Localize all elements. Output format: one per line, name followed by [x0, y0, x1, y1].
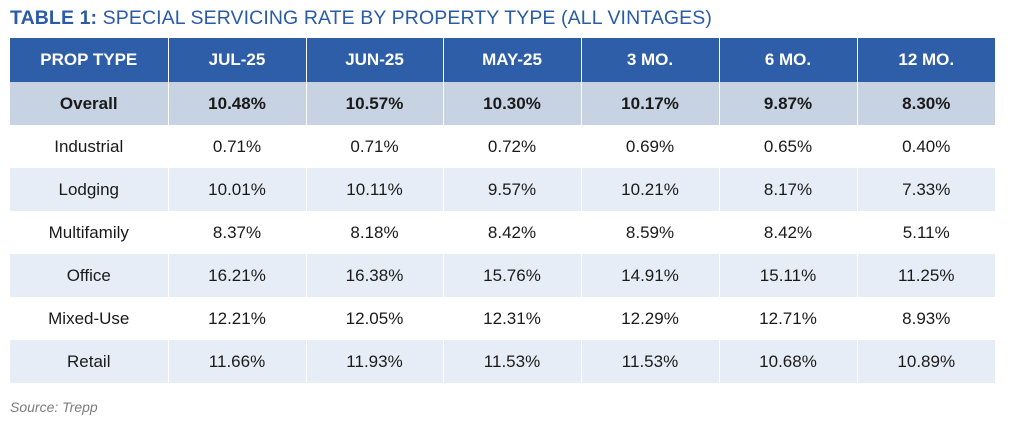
table-title: TABLE 1: SPECIAL SERVICING RATE BY PROPE… [10, 7, 712, 30]
table-cell: 5.11% [857, 211, 995, 254]
table-cell: 12.31% [443, 297, 582, 340]
header-row: PROP TYPE JUL-25 JUN-25 MAY-25 3 MO. 6 M… [10, 38, 995, 82]
table-cell: 12.05% [306, 297, 444, 340]
table-cell: 7.33% [857, 168, 995, 211]
table-cell: 0.69% [581, 125, 720, 168]
header-12-mo: 12 MO. [857, 38, 995, 82]
table-cell: 12.71% [719, 297, 858, 340]
table-row-office: Office 16.21% 16.38% 15.76% 14.91% 15.11… [10, 254, 995, 297]
table-cell: 0.40% [857, 125, 995, 168]
table-cell: 10.21% [581, 168, 720, 211]
table-cell: 15.76% [443, 254, 582, 297]
table-cell: 16.21% [168, 254, 307, 297]
header-6-mo: 6 MO. [719, 38, 858, 82]
table-cell: 8.18% [306, 211, 444, 254]
table-cell: 12.29% [581, 297, 720, 340]
table-cell: 0.72% [443, 125, 582, 168]
table-cell: 10.11% [306, 168, 444, 211]
table-cell: 11.25% [857, 254, 995, 297]
table-row-overall: Overall 10.48% 10.57% 10.30% 10.17% 9.87… [10, 82, 995, 125]
header-3-mo: 3 MO. [581, 38, 720, 82]
table-cell: 8.17% [719, 168, 858, 211]
table-cell: 8.42% [443, 211, 582, 254]
table-cell: 8.37% [168, 211, 307, 254]
table-row-retail: Retail 11.66% 11.93% 11.53% 11.53% 10.68… [10, 340, 995, 383]
source-note: Source: Trepp [10, 399, 98, 415]
row-label: Overall [10, 82, 169, 125]
table-cell: 12.21% [168, 297, 307, 340]
table-cell: 15.11% [719, 254, 858, 297]
header-may-25: MAY-25 [443, 38, 582, 82]
row-label: Multifamily [10, 211, 169, 254]
table-cell: 9.87% [719, 82, 858, 125]
table-cell: 14.91% [581, 254, 720, 297]
table-row-industrial: Industrial 0.71% 0.71% 0.72% 0.69% 0.65%… [10, 125, 995, 168]
table-row-lodging: Lodging 10.01% 10.11% 9.57% 10.21% 8.17%… [10, 168, 995, 211]
table-cell: 10.17% [581, 82, 720, 125]
row-label: Industrial [10, 125, 169, 168]
row-label: Office [10, 254, 169, 297]
table-cell: 8.59% [581, 211, 720, 254]
table-title-text: SPECIAL SERVICING RATE BY PROPERTY TYPE … [97, 7, 712, 29]
servicing-rate-table: PROP TYPE JUL-25 JUN-25 MAY-25 3 MO. 6 M… [10, 38, 995, 383]
table-cell: 10.30% [443, 82, 582, 125]
table-cell: 11.53% [443, 340, 582, 383]
table-cell: 0.71% [306, 125, 444, 168]
table-cell: 11.66% [168, 340, 307, 383]
table-cell: 0.71% [168, 125, 307, 168]
table-cell: 9.57% [443, 168, 582, 211]
header-jul-25: JUL-25 [168, 38, 307, 82]
row-label: Retail [10, 340, 169, 383]
table-row-mixed-use: Mixed-Use 12.21% 12.05% 12.31% 12.29% 12… [10, 297, 995, 340]
table-cell: 8.42% [719, 211, 858, 254]
header-jun-25: JUN-25 [306, 38, 444, 82]
table-cell: 16.38% [306, 254, 444, 297]
header-prop-type: PROP TYPE [10, 38, 169, 82]
table-cell: 10.68% [719, 340, 858, 383]
table-cell: 10.89% [857, 340, 995, 383]
table-cell: 8.93% [857, 297, 995, 340]
table-cell: 10.57% [306, 82, 444, 125]
table-cell: 11.53% [581, 340, 720, 383]
table-cell: 0.65% [719, 125, 858, 168]
table-cell: 11.93% [306, 340, 444, 383]
row-label: Mixed-Use [10, 297, 169, 340]
table-cell: 10.48% [168, 82, 307, 125]
table-cell: 10.01% [168, 168, 307, 211]
row-label: Lodging [10, 168, 169, 211]
table-row-multifamily: Multifamily 8.37% 8.18% 8.42% 8.59% 8.42… [10, 211, 995, 254]
table-cell: 8.30% [857, 82, 995, 125]
table-title-lead: TABLE 1: [10, 7, 98, 29]
